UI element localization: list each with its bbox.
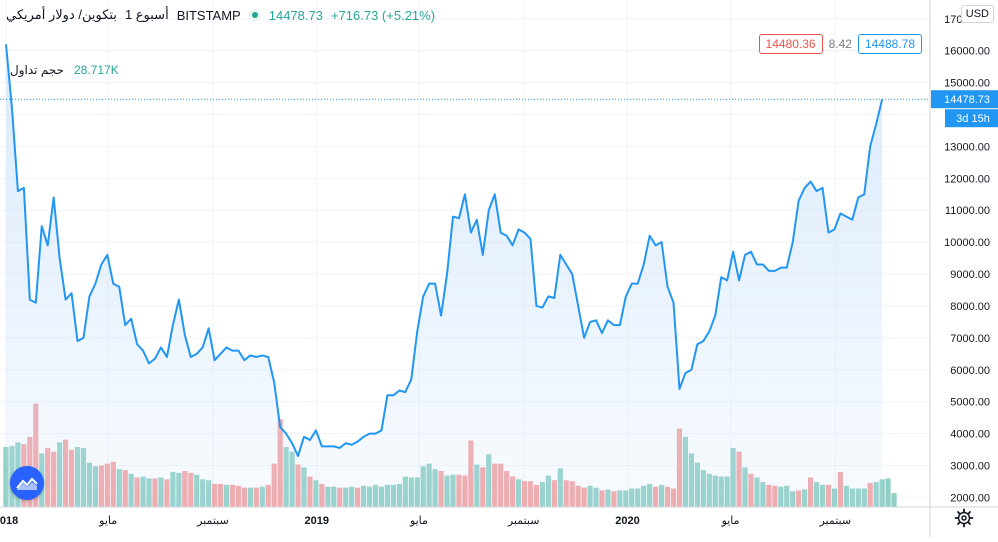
- volume-label: حجم تداول: [10, 63, 64, 77]
- price-axis-tick-label: 15000.00: [944, 78, 990, 90]
- time-axis-tick-label: سبتمبر: [818, 515, 851, 527]
- price-axis-labels: 17000.0016000.0015000.0014000.0013000.00…: [944, 14, 990, 505]
- tradingview-logo-glyph: [16, 477, 38, 490]
- ask-price[interactable]: 14488.78: [857, 34, 922, 54]
- time-axis-tick-label: سبتمبر: [507, 515, 540, 527]
- time-axis-tick-label: مايو: [98, 515, 117, 527]
- price-area-fill: [6, 44, 883, 507]
- time-axis-tick-label: سبتمبر: [196, 515, 229, 527]
- price-axis-tick-label: 12000.00: [944, 173, 990, 185]
- price-axis-tick-label: 10000.00: [944, 237, 990, 249]
- time-axis-tick-label: 2019: [305, 515, 329, 527]
- interval-label[interactable]: أسبوع 1: [124, 7, 169, 22]
- price-axis-tick-label: 9000.00: [950, 269, 990, 281]
- volume-value: 28.717K: [73, 63, 119, 77]
- spread-value: 8.42: [828, 37, 852, 51]
- time-axis-tick-label: 2020: [615, 515, 639, 527]
- price-axis-tick-label: 8000.00: [950, 301, 990, 313]
- settings-gear-icon[interactable]: [954, 508, 974, 528]
- price-axis-tick-label: 16000.00: [944, 46, 990, 58]
- time-axis-labels: 2018 مايو سبتمبر 2019 مايو سبتمبر 2020 مايو سبتم…: [0, 515, 851, 527]
- price-axis-tick-label: 11000.00: [945, 205, 990, 217]
- price-axis-tick-label: 4000.00: [950, 429, 990, 441]
- price-axis-tick-label: 3000.00: [950, 461, 990, 473]
- volume-bar: [885, 478, 891, 507]
- bid-ask-panel: 14480.36 8.42 14488.78: [758, 34, 922, 54]
- exchange-label: BITSTAMP: [176, 7, 241, 23]
- symbol-title: بتكوين/ دولار أمريكي: [6, 7, 117, 22]
- price-line: [5, 44, 884, 457]
- price-change: +716.73 (+5.21%): [330, 7, 436, 23]
- bid-price[interactable]: 14480.36: [758, 34, 823, 54]
- status-dot-icon: [248, 9, 261, 21]
- volume-bar: [891, 493, 897, 507]
- price-axis-tick-label: 2000.00: [950, 492, 990, 504]
- last-price: 14478.73: [268, 7, 323, 23]
- price-axis-tick-label: 7000.00: [950, 333, 990, 345]
- currency-button[interactable]: USD: [960, 5, 994, 23]
- countdown-marker: [945, 109, 998, 128]
- tradingview-logo-icon[interactable]: [10, 466, 44, 500]
- price-axis-markers: 14478.73 3d 15h: [931, 90, 998, 128]
- volume-legend[interactable]: حجم تداول 28.717K: [10, 63, 119, 77]
- price-axis-tick-label: 5000.00: [950, 397, 990, 409]
- countdown-label: 3d 15h: [956, 113, 990, 125]
- current-price-label: 14478.73: [944, 94, 990, 106]
- time-axis-tick-label: مايو: [409, 515, 428, 527]
- price-axis-tick-label: 6000.00: [950, 365, 990, 377]
- time-axis-tick-label: 2018: [0, 515, 18, 527]
- price-axis-tick-label: 13000.00: [944, 141, 990, 153]
- time-axis-tick-label: مايو: [721, 515, 740, 527]
- current-price-marker: [931, 90, 998, 109]
- symbol-legend[interactable]: بتكوين/ دولار أمريكي أسبوع 1 BITSTAMP 14…: [6, 4, 435, 26]
